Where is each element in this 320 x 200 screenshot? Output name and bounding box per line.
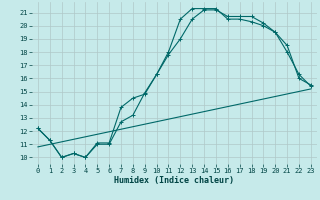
X-axis label: Humidex (Indice chaleur): Humidex (Indice chaleur) <box>115 176 234 185</box>
